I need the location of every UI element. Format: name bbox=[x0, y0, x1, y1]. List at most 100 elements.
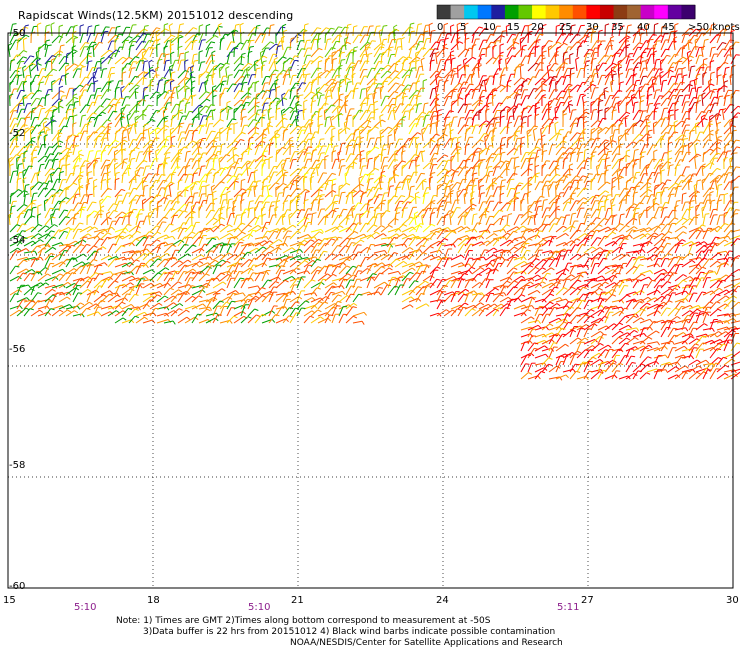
wind-barb-flag bbox=[638, 42, 643, 45]
wind-barb-flag bbox=[371, 40, 376, 42]
wind-barb bbox=[184, 67, 190, 79]
wind-barb bbox=[366, 186, 374, 198]
wind-barb-flag bbox=[407, 84, 412, 87]
wind-barb-flag bbox=[359, 190, 364, 193]
wind-barb-flag bbox=[341, 191, 346, 194]
wind-barb-flag bbox=[588, 49, 594, 51]
wind-barb-flag bbox=[210, 209, 216, 212]
wind-barb-flag bbox=[9, 80, 14, 84]
wind-barb bbox=[247, 26, 256, 37]
wind-barb-flag bbox=[543, 184, 548, 187]
wind-barb-flag bbox=[296, 187, 301, 190]
wind-barb bbox=[100, 180, 103, 191]
wind-barb-flag bbox=[79, 171, 84, 174]
wind-barb-flag bbox=[401, 116, 407, 119]
wind-barb bbox=[632, 134, 640, 142]
wind-barb bbox=[491, 137, 494, 149]
wind-barb bbox=[513, 89, 519, 100]
wind-barb-flag bbox=[22, 56, 28, 59]
wind-barb-flag bbox=[228, 198, 233, 201]
wind-barb-flag bbox=[228, 108, 233, 110]
wind-barb-flag bbox=[435, 73, 440, 77]
wind-barb bbox=[163, 34, 172, 44]
wind-barb-flag bbox=[148, 40, 154, 42]
wind-barb-flag bbox=[201, 61, 206, 63]
wind-barb-flag bbox=[481, 53, 486, 56]
wind-barb bbox=[184, 130, 190, 142]
wind-barb bbox=[415, 87, 422, 100]
wind-barb bbox=[541, 186, 544, 198]
wind-barb bbox=[121, 82, 130, 93]
wind-barb bbox=[457, 103, 465, 114]
wind-barb bbox=[9, 201, 14, 212]
wind-barb-flag bbox=[541, 134, 546, 138]
wind-barb bbox=[674, 47, 682, 58]
wind-barb bbox=[191, 153, 199, 163]
wind-barb bbox=[198, 125, 203, 135]
wind-barb-flag bbox=[491, 135, 496, 139]
wind-barb bbox=[660, 33, 665, 44]
wind-barb-flag bbox=[645, 23, 650, 27]
wind-barb bbox=[226, 41, 232, 51]
wind-barb bbox=[506, 34, 513, 44]
wind-barb-flag bbox=[527, 204, 532, 207]
wind-barb bbox=[295, 116, 298, 128]
wind-barb-flag bbox=[378, 153, 384, 156]
wind-barb-flag bbox=[255, 121, 260, 124]
wind-barb-flag bbox=[695, 28, 700, 32]
wind-barb bbox=[100, 81, 108, 93]
wind-barb bbox=[359, 159, 362, 170]
wind-barb-flag bbox=[281, 162, 286, 166]
wind-barb bbox=[702, 66, 708, 79]
wind-barb bbox=[295, 200, 298, 212]
wind-barb bbox=[595, 66, 599, 79]
wind-barb bbox=[345, 90, 352, 100]
wind-barb-flag bbox=[645, 195, 650, 198]
wind-barb bbox=[352, 190, 361, 198]
wind-barb bbox=[380, 64, 389, 72]
wind-barb bbox=[344, 76, 347, 86]
wind-barb-flag bbox=[515, 165, 520, 168]
wind-barb bbox=[107, 53, 114, 65]
wind-barb bbox=[212, 158, 215, 170]
wind-barb-flag bbox=[123, 161, 128, 164]
wind-barb-flag bbox=[283, 117, 288, 120]
wind-barb bbox=[590, 194, 597, 205]
wind-barb bbox=[506, 109, 509, 121]
wind-barb-flag bbox=[626, 149, 631, 152]
wind-barb bbox=[163, 90, 170, 100]
wind-barb bbox=[443, 117, 447, 128]
wind-barb-flag bbox=[541, 44, 546, 48]
wind-barb-flag bbox=[511, 55, 517, 58]
wind-barb-flag bbox=[193, 39, 198, 42]
wind-barb-flag bbox=[422, 180, 427, 183]
wind-barb bbox=[457, 48, 466, 58]
wind-barb-flag bbox=[648, 189, 653, 192]
wind-barb bbox=[387, 178, 391, 191]
wind-barb-flag bbox=[142, 48, 147, 51]
wind-barb bbox=[709, 174, 720, 184]
wind-barb bbox=[667, 31, 672, 44]
wind-barb-flag bbox=[514, 197, 519, 200]
wind-barb bbox=[478, 147, 487, 156]
wind-barb-flag bbox=[155, 74, 160, 76]
wind-barb-flag bbox=[220, 181, 225, 184]
wind-barb-flag bbox=[676, 164, 681, 167]
wind-barb-flag bbox=[120, 85, 125, 89]
wind-barb-flag bbox=[626, 179, 632, 182]
wind-barb-flag bbox=[199, 104, 204, 108]
wind-barb bbox=[16, 81, 23, 93]
wind-barb-flag bbox=[126, 112, 131, 116]
wind-barb bbox=[674, 145, 683, 156]
wind-barb bbox=[373, 53, 381, 65]
wind-barb bbox=[590, 126, 600, 135]
wind-barb bbox=[9, 39, 17, 51]
wind-barb-flag bbox=[513, 173, 518, 175]
wind-barb bbox=[380, 150, 383, 163]
wind-barb bbox=[275, 26, 282, 37]
wind-barb-flag bbox=[449, 120, 454, 124]
wind-barb bbox=[177, 101, 181, 114]
wind-barb bbox=[702, 152, 705, 163]
wind-barb bbox=[37, 182, 45, 191]
wind-barb bbox=[394, 62, 397, 72]
